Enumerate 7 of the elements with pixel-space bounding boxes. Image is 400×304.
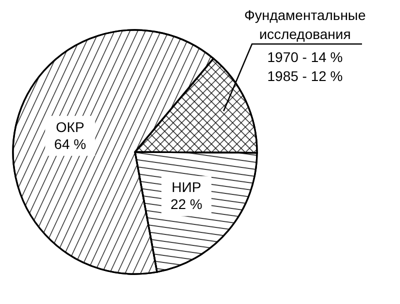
data-label: 64 %	[54, 136, 86, 152]
slice-label: НИР	[172, 179, 202, 196]
text: 1985 - 12 %	[267, 68, 343, 84]
data-label: 22 %	[170, 196, 202, 212]
text: 1970 - 14 %	[267, 49, 343, 65]
slice-label: ОКР	[56, 118, 84, 135]
slice-label: Фундаментальные исследования	[244, 7, 366, 42]
